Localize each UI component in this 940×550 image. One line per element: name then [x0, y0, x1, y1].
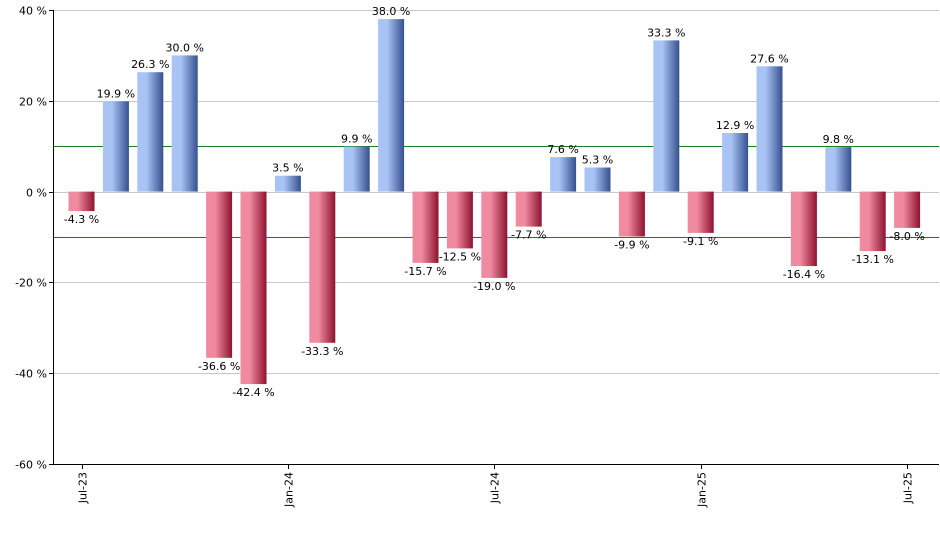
data-label: 26.3 %	[131, 58, 169, 71]
bar	[756, 66, 783, 192]
data-label: -42.4 %	[232, 386, 274, 399]
axes: 40 % 20 % 0 % -20 % -40 % -60 % Jul-23 Jan-24 Ju…	[15, 5, 939, 508]
data-label: -33.3 %	[301, 345, 343, 358]
data-label: -12.5 %	[439, 250, 481, 263]
x-tick-label: Jul-24	[489, 472, 502, 504]
bar	[894, 191, 921, 228]
data-label: 27.6 %	[750, 52, 788, 65]
data-label: -16.4 %	[783, 268, 825, 281]
bar	[550, 157, 577, 192]
bar	[653, 40, 680, 192]
data-label: -4.3 %	[64, 213, 99, 226]
data-label: 9.8 %	[823, 133, 854, 146]
bar	[378, 19, 405, 192]
bar	[412, 191, 439, 263]
bar	[825, 147, 852, 192]
data-label: 12.9 %	[716, 119, 754, 132]
bar	[343, 146, 370, 192]
bar	[446, 191, 473, 249]
data-label: -19.0 %	[473, 280, 515, 293]
data-label: -8.0 %	[889, 230, 924, 243]
bar	[515, 191, 542, 227]
bar	[274, 175, 301, 192]
data-label: 38.0 %	[372, 5, 410, 18]
bar	[102, 101, 129, 192]
bar	[859, 191, 886, 252]
data-label: 33.3 %	[647, 26, 685, 39]
data-label: 7.6 %	[547, 143, 578, 156]
x-tick-label: Jan-24	[283, 472, 296, 508]
bar	[206, 191, 233, 358]
bar	[240, 191, 267, 385]
data-label: -13.1 %	[851, 253, 893, 266]
bar	[722, 133, 749, 192]
data-label: 5.3 %	[582, 154, 613, 167]
y-tick-label: 20 %	[19, 96, 47, 109]
bar	[687, 191, 714, 233]
bar	[171, 55, 198, 192]
data-label: -9.9 %	[614, 239, 649, 252]
x-tick-label: Jul-23	[77, 472, 90, 504]
y-tick-label: -20 %	[15, 277, 47, 290]
data-labels: -4.3 % 19.9 % 26.3 % 30.0 % -36.6 % -42.4 % 3.…	[64, 5, 925, 399]
data-label: 3.5 %	[272, 162, 303, 175]
bar	[584, 167, 611, 192]
data-label: -36.6 %	[198, 360, 240, 373]
data-label: -7.7 %	[511, 229, 546, 242]
bar	[481, 191, 508, 278]
data-label: -15.7 %	[404, 265, 446, 278]
x-tick-label: Jul-25	[902, 472, 915, 504]
bar	[618, 191, 645, 237]
bar	[309, 191, 336, 343]
y-tick-label: 0 %	[26, 187, 47, 200]
y-tick-label: -60 %	[15, 459, 47, 472]
y-tick-label: -40 %	[15, 368, 47, 381]
bar	[68, 191, 95, 212]
data-label: -9.1 %	[683, 235, 718, 248]
data-label: 9.9 %	[341, 133, 372, 146]
bar	[790, 191, 817, 267]
bar	[137, 72, 164, 192]
y-tick-label: 40 %	[19, 5, 47, 18]
data-label: 19.9 %	[97, 87, 135, 100]
data-label: 30.0 %	[165, 41, 203, 54]
bars	[68, 19, 921, 385]
x-tick-label: Jan-25	[696, 472, 709, 508]
